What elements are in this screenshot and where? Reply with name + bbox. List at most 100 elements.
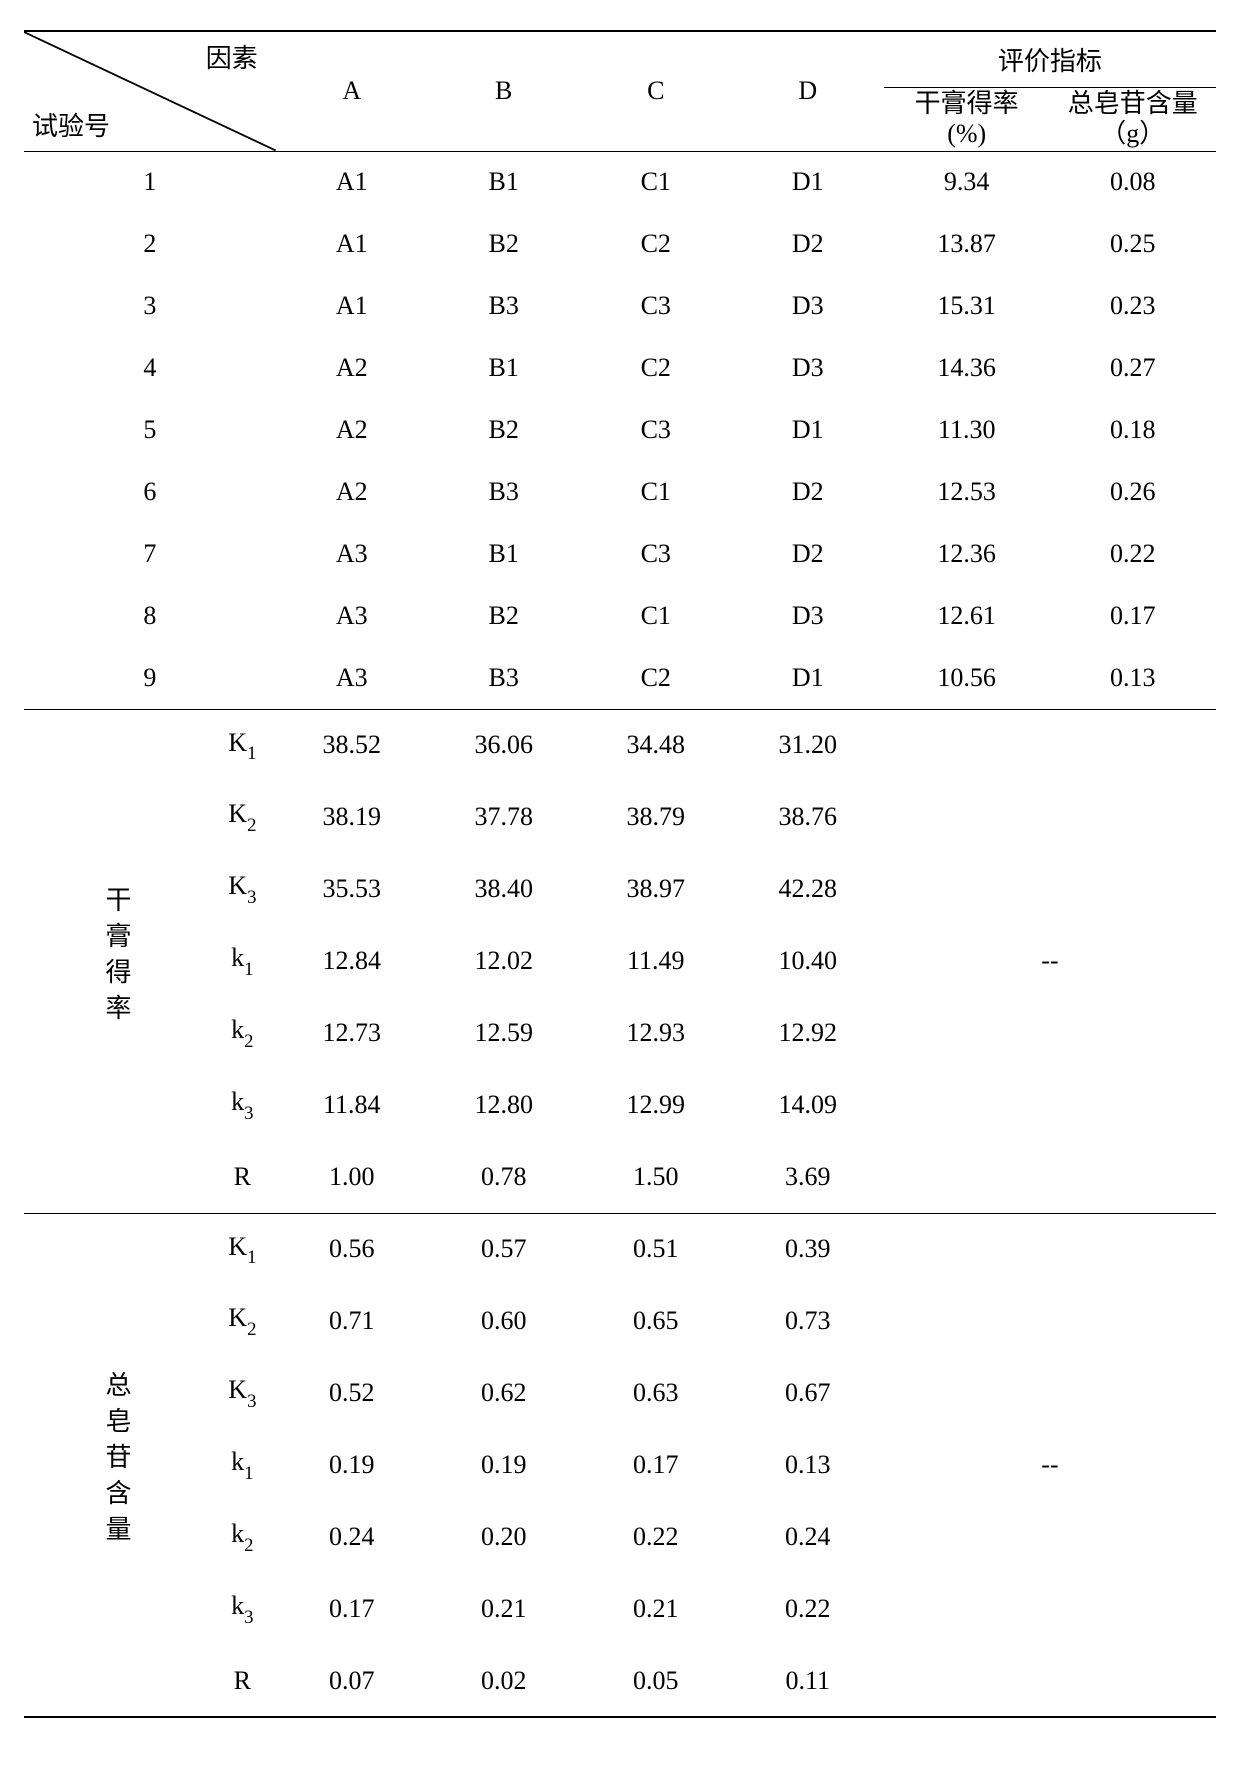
- cell-A: A1: [276, 151, 428, 213]
- header-trialno-label: 试验号: [32, 106, 110, 143]
- cell-y1: 10.56: [884, 647, 1050, 709]
- stat-value: 14.09: [732, 1069, 884, 1141]
- stat-value: 0.17: [276, 1573, 428, 1645]
- cell-y1: 12.61: [884, 585, 1050, 647]
- stat-value: 0.63: [580, 1357, 732, 1429]
- cell-D: D2: [732, 213, 884, 275]
- analysis-block-label: 干膏得率: [24, 709, 209, 1213]
- stat-value: 0.71: [276, 1285, 428, 1357]
- stat-name: K2: [209, 781, 276, 853]
- eval2-line1: 总皂苷含量: [1068, 89, 1198, 118]
- cell-y1: 12.53: [884, 461, 1050, 523]
- eval1-line2: (%): [947, 119, 986, 148]
- table-row: 7A3B1C3D212.360.22: [24, 523, 1216, 585]
- cell-B: B3: [428, 275, 580, 337]
- table-row: 5A2B2C3D111.300.18: [24, 399, 1216, 461]
- stat-value: 1.00: [276, 1141, 428, 1213]
- table-row: 1A1B1C1D19.340.08: [24, 151, 1216, 213]
- stat-name: k2: [209, 997, 276, 1069]
- trial-number: 2: [24, 213, 276, 275]
- col-header-eval-group: 评价指标: [884, 31, 1216, 87]
- header-factors-label: 因素: [206, 38, 258, 75]
- stat-value: 0.22: [732, 1573, 884, 1645]
- cell-C: C3: [580, 275, 732, 337]
- col-header-eval-1: 干膏得率 (%): [884, 87, 1050, 151]
- cell-y1: 15.31: [884, 275, 1050, 337]
- cell-A: A2: [276, 461, 428, 523]
- stat-value: 38.19: [276, 781, 428, 853]
- stat-value: 0.21: [580, 1573, 732, 1645]
- cell-A: A2: [276, 337, 428, 399]
- cell-D: D2: [732, 523, 884, 585]
- stat-value: 0.11: [732, 1645, 884, 1717]
- stat-value: 0.21: [428, 1573, 580, 1645]
- trial-number: 8: [24, 585, 276, 647]
- stat-name: K1: [209, 1213, 276, 1285]
- trial-number: 6: [24, 461, 276, 523]
- stat-value: 0.20: [428, 1501, 580, 1573]
- cell-y2: 0.27: [1050, 337, 1216, 399]
- cell-B: B3: [428, 647, 580, 709]
- stat-value: 0.24: [276, 1501, 428, 1573]
- stat-value: 38.76: [732, 781, 884, 853]
- trial-number: 5: [24, 399, 276, 461]
- cell-A: A3: [276, 585, 428, 647]
- cell-y2: 0.26: [1050, 461, 1216, 523]
- col-header-B: B: [428, 31, 580, 151]
- stat-value: 0.60: [428, 1285, 580, 1357]
- cell-B: B2: [428, 213, 580, 275]
- cell-y1: 14.36: [884, 337, 1050, 399]
- cell-y2: 0.23: [1050, 275, 1216, 337]
- stat-value: 0.22: [580, 1501, 732, 1573]
- stat-value: 0.67: [732, 1357, 884, 1429]
- table-row: 9A3B3C2D110.560.13: [24, 647, 1216, 709]
- cell-y2: 0.13: [1050, 647, 1216, 709]
- stat-value: 0.02: [428, 1645, 580, 1717]
- stat-value: 0.78: [428, 1141, 580, 1213]
- cell-B: B3: [428, 461, 580, 523]
- cell-A: A3: [276, 523, 428, 585]
- stat-value: 12.73: [276, 997, 428, 1069]
- stat-value: 0.05: [580, 1645, 732, 1717]
- stat-value: 37.78: [428, 781, 580, 853]
- stat-value: 31.20: [732, 709, 884, 781]
- eval2-line2: （g）: [1100, 119, 1165, 148]
- stat-value: 11.84: [276, 1069, 428, 1141]
- stat-value: 34.48: [580, 709, 732, 781]
- cell-C: C3: [580, 523, 732, 585]
- cell-B: B1: [428, 151, 580, 213]
- cell-y2: 0.17: [1050, 585, 1216, 647]
- trial-number: 7: [24, 523, 276, 585]
- stat-value: 38.79: [580, 781, 732, 853]
- analysis-dash: --: [884, 1213, 1216, 1717]
- cell-A: A3: [276, 647, 428, 709]
- stat-value: 35.53: [276, 853, 428, 925]
- cell-A: A2: [276, 399, 428, 461]
- col-header-A: A: [276, 31, 428, 151]
- table-row: 6A2B3C1D212.530.26: [24, 461, 1216, 523]
- stat-value: 0.52: [276, 1357, 428, 1429]
- stat-value: 0.39: [732, 1213, 884, 1285]
- stat-name: K3: [209, 853, 276, 925]
- cell-D: D3: [732, 275, 884, 337]
- stat-name: K2: [209, 1285, 276, 1357]
- stat-name: K3: [209, 1357, 276, 1429]
- col-header-eval-2: 总皂苷含量 （g）: [1050, 87, 1216, 151]
- stat-value: 38.97: [580, 853, 732, 925]
- stat-name: k1: [209, 1429, 276, 1501]
- trial-number: 4: [24, 337, 276, 399]
- cell-D: D3: [732, 585, 884, 647]
- cell-C: C1: [580, 585, 732, 647]
- stat-value: 0.51: [580, 1213, 732, 1285]
- table-row: 8A3B2C1D312.610.17: [24, 585, 1216, 647]
- stat-value: 0.17: [580, 1429, 732, 1501]
- stat-value: 3.69: [732, 1141, 884, 1213]
- cell-y2: 0.22: [1050, 523, 1216, 585]
- stat-value: 38.40: [428, 853, 580, 925]
- cell-C: C1: [580, 151, 732, 213]
- cell-C: C2: [580, 213, 732, 275]
- col-header-D: D: [732, 31, 884, 151]
- cell-C: C3: [580, 399, 732, 461]
- table-row: 4A2B1C2D314.360.27: [24, 337, 1216, 399]
- stat-value: 0.73: [732, 1285, 884, 1357]
